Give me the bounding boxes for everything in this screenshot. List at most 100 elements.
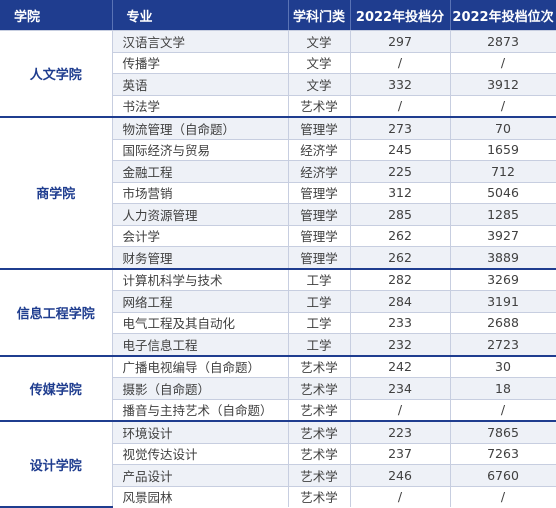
score-2022: 262 bbox=[350, 225, 451, 247]
score-2022: 282 bbox=[350, 268, 451, 291]
major-name: 汉语言文学 bbox=[112, 30, 289, 53]
major-name: 计算机科学与技术 bbox=[112, 268, 289, 291]
score-2022: / bbox=[350, 95, 451, 118]
table-row: 商学院 物流管理（自命题） 管理学 273 70 bbox=[0, 117, 556, 270]
score-2022: 225 bbox=[350, 160, 451, 183]
rank-2022: 7263 bbox=[450, 443, 556, 465]
major-name: 会计学 bbox=[112, 225, 289, 247]
rank-2022: 5046 bbox=[450, 182, 556, 204]
rank-2022: / bbox=[450, 95, 556, 118]
college-name: 信息工程学院 bbox=[0, 268, 113, 357]
major-name: 金融工程 bbox=[112, 160, 289, 183]
score-2022: / bbox=[350, 486, 451, 507]
college-name: 商学院 bbox=[0, 117, 113, 270]
table-row: 财务管理 管理学 262 3889 bbox=[0, 246, 556, 270]
header-major: 专业 bbox=[112, 0, 289, 31]
discipline: 经济学 bbox=[288, 139, 351, 161]
table-row: 市场营销 管理学 312 5046 bbox=[0, 182, 556, 204]
score-2022: 312 bbox=[350, 182, 451, 204]
discipline: 管理学 bbox=[288, 246, 351, 270]
major-name: 国际经济与贸易 bbox=[112, 139, 289, 161]
major-name: 电子信息工程 bbox=[112, 333, 289, 357]
table-row: 书法学 艺术学 / / bbox=[0, 95, 556, 118]
table-row: 播音与主持艺术（自命题） 艺术学 / / bbox=[0, 399, 556, 422]
table-body: 人文学院 汉语言文学 文学 297 2873 传播学 文学 / / 英语 文学 332 3912 书法学艺… bbox=[0, 30, 556, 508]
table-row: 金融工程 经济学 225 712 bbox=[0, 160, 556, 183]
discipline: 艺术学 bbox=[288, 421, 351, 444]
table-row: 设计学院 环境设计 艺术学 223 7865 bbox=[0, 421, 556, 508]
score-2022: 237 bbox=[350, 443, 451, 465]
discipline: 艺术学 bbox=[288, 443, 351, 465]
major-name: 环境设计 bbox=[112, 421, 289, 444]
major-name: 英语 bbox=[112, 73, 289, 96]
discipline: 工学 bbox=[288, 268, 351, 291]
discipline: 文学 bbox=[288, 73, 351, 96]
major-name: 财务管理 bbox=[112, 246, 289, 270]
score-2022: 273 bbox=[350, 117, 451, 140]
rank-2022: 1659 bbox=[450, 139, 556, 161]
table-row: 网络工程 工学 284 3191 bbox=[0, 290, 556, 313]
table-row: 会计学 管理学 262 3927 bbox=[0, 225, 556, 247]
discipline: 工学 bbox=[288, 290, 351, 313]
major-name: 产品设计 bbox=[112, 464, 289, 487]
college-name: 传媒学院 bbox=[0, 355, 113, 422]
rank-2022: 70 bbox=[450, 117, 556, 140]
score-2022: 285 bbox=[350, 203, 451, 226]
header-college: 学院 bbox=[0, 0, 113, 31]
table-row: 信息工程学院 计算机科学与技术 工学 282 3269 bbox=[0, 268, 556, 357]
major-name: 视觉传达设计 bbox=[112, 443, 289, 465]
discipline: 工学 bbox=[288, 312, 351, 334]
score-2022: 245 bbox=[350, 139, 451, 161]
rank-2022: / bbox=[450, 399, 556, 422]
table-row: 国际经济与贸易 经济学 245 1659 bbox=[0, 139, 556, 161]
rank-2022: / bbox=[450, 486, 556, 507]
rank-2022: 2688 bbox=[450, 312, 556, 334]
score-2022: / bbox=[350, 399, 451, 422]
score-2022: 284 bbox=[350, 290, 451, 313]
major-name: 摄影（自命题） bbox=[112, 377, 289, 400]
rank-2022: / bbox=[450, 52, 556, 74]
rank-2022: 18 bbox=[450, 377, 556, 400]
discipline: 管理学 bbox=[288, 225, 351, 247]
discipline: 艺术学 bbox=[288, 355, 351, 378]
score-2022: 233 bbox=[350, 312, 451, 334]
rank-2022: 1285 bbox=[450, 203, 556, 226]
score-2022: 332 bbox=[350, 73, 451, 96]
rank-2022: 3191 bbox=[450, 290, 556, 313]
rank-2022: 7865 bbox=[450, 421, 556, 444]
header-score: 2022年投档分 bbox=[350, 0, 451, 31]
rank-2022: 712 bbox=[450, 160, 556, 183]
rank-2022: 3912 bbox=[450, 73, 556, 96]
discipline: 管理学 bbox=[288, 203, 351, 226]
college-name: 人文学院 bbox=[0, 30, 113, 118]
table-row: 英语 文学 332 3912 bbox=[0, 73, 556, 96]
discipline: 文学 bbox=[288, 52, 351, 74]
discipline: 艺术学 bbox=[288, 486, 351, 507]
discipline: 艺术学 bbox=[288, 464, 351, 487]
rank-2022: 6760 bbox=[450, 464, 556, 487]
score-2022: 223 bbox=[350, 421, 451, 444]
major-name: 播音与主持艺术（自命题） bbox=[112, 399, 289, 422]
discipline: 管理学 bbox=[288, 117, 351, 140]
major-name: 书法学 bbox=[112, 95, 289, 118]
table-row: 电子信息工程 工学 232 2723 bbox=[0, 333, 556, 357]
rank-2022: 3889 bbox=[450, 246, 556, 270]
major-name: 风景园林 bbox=[112, 486, 289, 507]
major-name: 人力资源管理 bbox=[112, 203, 289, 226]
major-name: 广播电视编导（自命题） bbox=[112, 355, 289, 378]
score-2022: 234 bbox=[350, 377, 451, 400]
major-name: 传播学 bbox=[112, 52, 289, 74]
table-row: 人力资源管理 管理学 285 1285 bbox=[0, 203, 556, 226]
discipline: 艺术学 bbox=[288, 95, 351, 118]
rank-2022: 30 bbox=[450, 355, 556, 378]
rank-2022: 3269 bbox=[450, 268, 556, 291]
table-row: 传媒学院 广播电视编导（自命题） 艺术学 242 30 bbox=[0, 355, 556, 422]
score-2022: 297 bbox=[350, 30, 451, 53]
score-2022: / bbox=[350, 52, 451, 74]
score-2022: 232 bbox=[350, 333, 451, 357]
rank-2022: 2723 bbox=[450, 333, 556, 357]
table-row: 摄影（自命题） 艺术学 234 18 bbox=[0, 377, 556, 400]
table-row: 电气工程及其自动化 工学 233 2688 bbox=[0, 312, 556, 334]
score-2022: 246 bbox=[350, 464, 451, 487]
